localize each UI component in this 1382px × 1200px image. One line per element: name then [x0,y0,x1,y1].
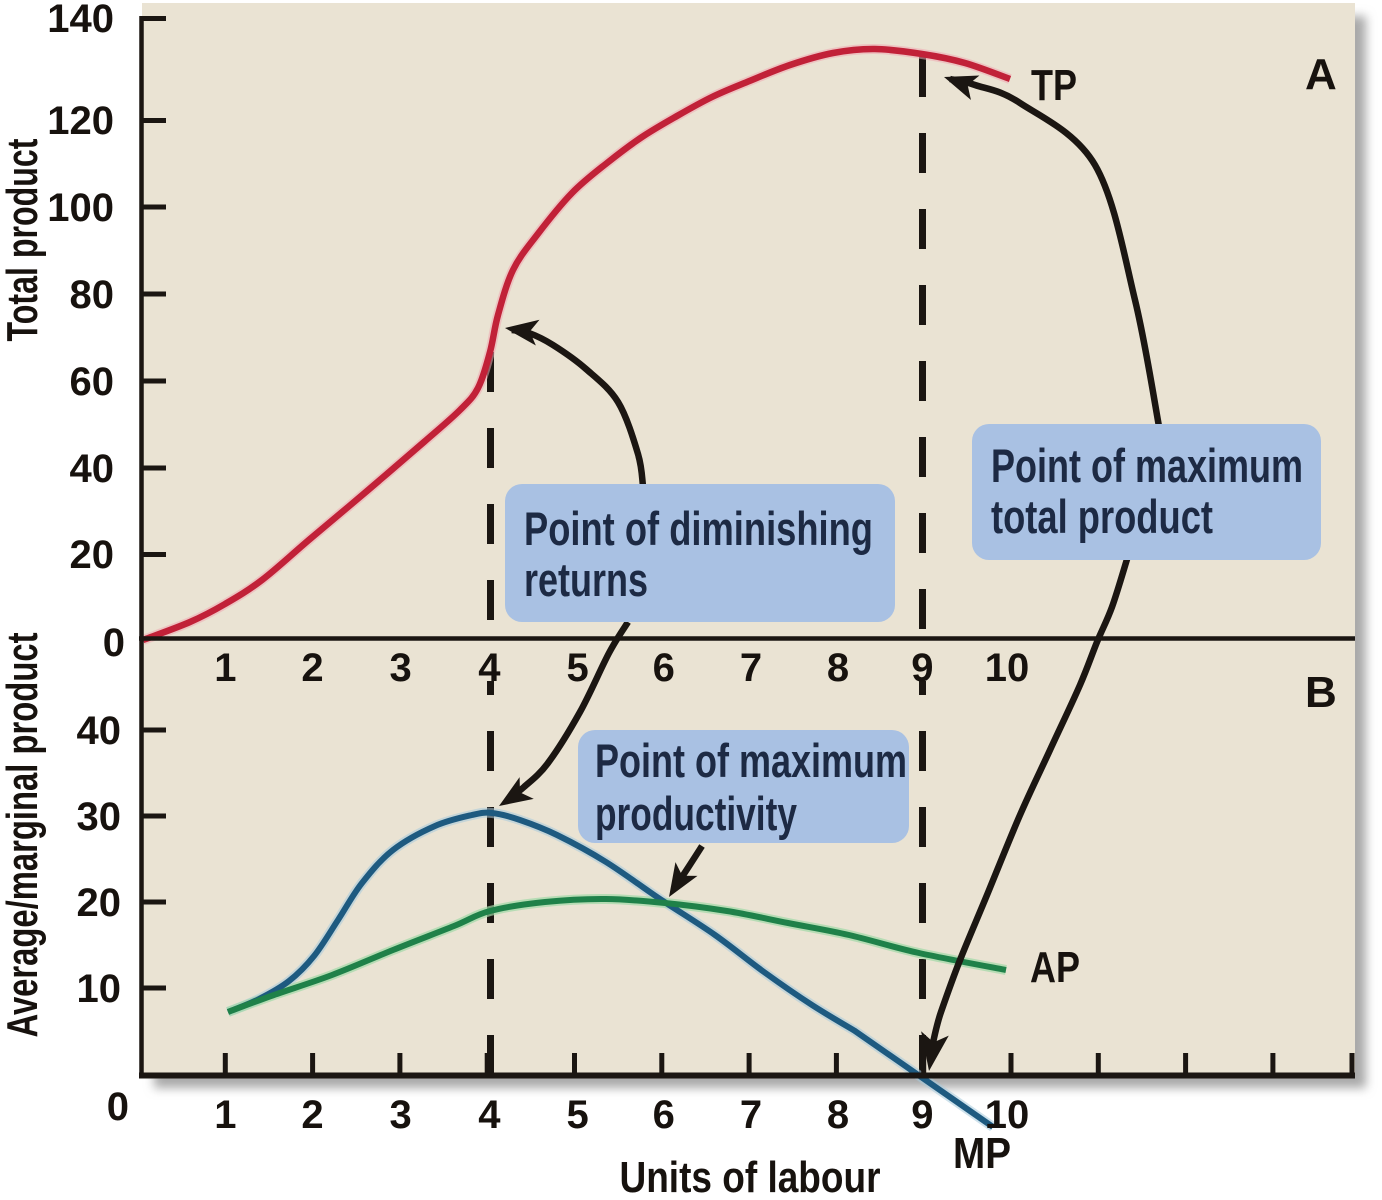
svg-text:2: 2 [301,1093,323,1137]
svg-text:120: 120 [47,99,114,143]
svg-text:40: 40 [77,709,122,753]
svg-text:5: 5 [566,1093,588,1137]
svg-text:8: 8 [827,1093,849,1137]
svg-text:3: 3 [389,1093,411,1137]
svg-text:20: 20 [77,881,122,925]
svg-text:6: 6 [653,1093,675,1137]
svg-text:80: 80 [70,273,115,317]
svg-text:10: 10 [985,646,1030,690]
svg-text:100: 100 [47,186,114,230]
svg-text:5: 5 [566,646,588,690]
svg-text:MP: MP [953,1129,1011,1178]
svg-text:Average/marginal product: Average/marginal product [0,632,47,1037]
svg-text:140: 140 [47,0,114,41]
svg-text:Total product: Total product [0,138,47,341]
svg-text:9: 9 [911,646,933,690]
svg-text:total product: total product [991,490,1213,543]
svg-text:Point of diminishing: Point of diminishing [524,502,873,555]
svg-text:productivity: productivity [595,787,797,840]
svg-text:60: 60 [70,360,115,404]
svg-text:2: 2 [301,646,323,690]
svg-text:returns: returns [524,553,648,606]
svg-text:AP: AP [1030,943,1080,992]
svg-text:30: 30 [77,795,122,839]
svg-text:8: 8 [827,646,849,690]
svg-text:10: 10 [77,967,122,1011]
svg-text:7: 7 [740,646,762,690]
svg-text:0: 0 [107,1085,129,1129]
svg-text:3: 3 [389,646,411,690]
svg-text:0: 0 [103,621,125,665]
svg-text:7: 7 [740,1093,762,1137]
svg-text:Point of maximum: Point of maximum [595,734,907,787]
svg-text:TP: TP [1031,61,1077,110]
svg-text:20: 20 [70,533,115,577]
svg-text:1: 1 [214,646,236,690]
svg-text:9: 9 [911,1093,933,1137]
svg-text:4: 4 [478,646,501,690]
svg-text:B: B [1305,668,1337,717]
svg-text:Point of maximum: Point of maximum [991,439,1303,492]
svg-text:40: 40 [70,447,115,491]
svg-text:1: 1 [214,1093,236,1137]
svg-text:4: 4 [478,1093,501,1137]
svg-text:A: A [1305,50,1337,99]
svg-text:6: 6 [653,646,675,690]
svg-text:10: 10 [985,1093,1030,1137]
svg-text:Units of labour: Units of labour [620,1153,881,1200]
